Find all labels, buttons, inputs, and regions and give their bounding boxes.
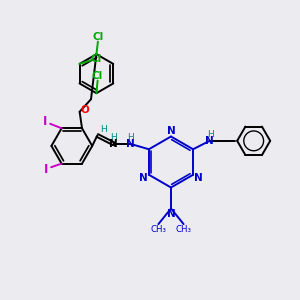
Text: N: N bbox=[194, 173, 203, 183]
Text: I: I bbox=[44, 163, 48, 176]
Text: N: N bbox=[110, 139, 118, 149]
Text: N: N bbox=[139, 173, 148, 183]
Text: CH₃: CH₃ bbox=[176, 225, 192, 234]
Text: Cl: Cl bbox=[90, 54, 102, 64]
Text: I: I bbox=[43, 115, 47, 128]
Text: H: H bbox=[110, 133, 117, 142]
Text: CH₃: CH₃ bbox=[150, 225, 167, 234]
Text: N: N bbox=[167, 208, 176, 219]
Text: Cl: Cl bbox=[92, 32, 104, 42]
Text: H: H bbox=[100, 125, 107, 134]
Text: H: H bbox=[207, 130, 214, 139]
Text: N: N bbox=[205, 136, 214, 146]
Text: N: N bbox=[167, 125, 176, 136]
Text: N: N bbox=[126, 139, 135, 149]
Text: O: O bbox=[81, 105, 89, 115]
Text: H: H bbox=[128, 133, 134, 142]
Text: Cl: Cl bbox=[92, 71, 103, 81]
